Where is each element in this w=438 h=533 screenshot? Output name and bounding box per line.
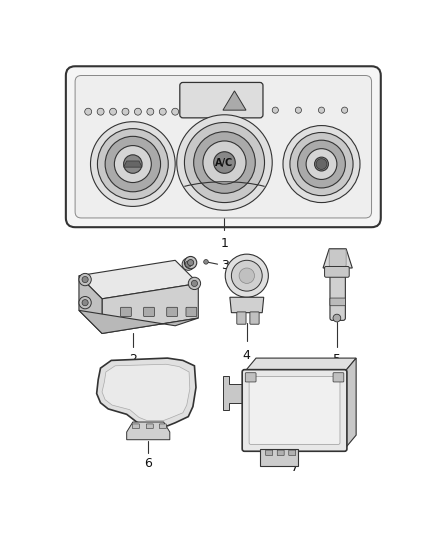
FancyBboxPatch shape bbox=[75, 76, 371, 218]
Polygon shape bbox=[127, 422, 170, 440]
FancyBboxPatch shape bbox=[266, 450, 272, 456]
Polygon shape bbox=[79, 260, 198, 299]
Circle shape bbox=[188, 277, 201, 289]
FancyBboxPatch shape bbox=[146, 424, 153, 429]
Circle shape bbox=[110, 108, 117, 115]
Circle shape bbox=[314, 157, 328, 171]
Polygon shape bbox=[244, 358, 356, 372]
Text: 1: 1 bbox=[221, 237, 228, 250]
Circle shape bbox=[184, 123, 265, 203]
Circle shape bbox=[177, 115, 272, 210]
Circle shape bbox=[124, 155, 142, 173]
Circle shape bbox=[182, 258, 194, 270]
Polygon shape bbox=[102, 284, 198, 334]
Polygon shape bbox=[223, 91, 246, 110]
FancyBboxPatch shape bbox=[289, 450, 296, 456]
Text: 3: 3 bbox=[221, 259, 229, 272]
Circle shape bbox=[283, 126, 360, 203]
Text: 7: 7 bbox=[290, 461, 299, 473]
Polygon shape bbox=[79, 276, 102, 334]
Circle shape bbox=[318, 107, 325, 113]
Polygon shape bbox=[260, 449, 298, 466]
FancyBboxPatch shape bbox=[249, 377, 340, 445]
Circle shape bbox=[214, 152, 235, 173]
Circle shape bbox=[306, 149, 337, 180]
FancyBboxPatch shape bbox=[167, 308, 177, 317]
Polygon shape bbox=[79, 310, 198, 334]
Polygon shape bbox=[230, 297, 264, 313]
Circle shape bbox=[290, 133, 353, 196]
FancyBboxPatch shape bbox=[132, 424, 139, 429]
FancyBboxPatch shape bbox=[159, 424, 166, 429]
Circle shape bbox=[97, 128, 168, 199]
Circle shape bbox=[91, 122, 175, 206]
Circle shape bbox=[97, 108, 104, 115]
Polygon shape bbox=[124, 161, 142, 167]
Circle shape bbox=[79, 296, 91, 309]
Circle shape bbox=[134, 108, 141, 115]
Circle shape bbox=[295, 107, 301, 113]
Text: 6: 6 bbox=[144, 457, 152, 470]
FancyBboxPatch shape bbox=[330, 273, 346, 320]
Circle shape bbox=[187, 260, 194, 265]
Circle shape bbox=[204, 260, 208, 264]
Text: 5: 5 bbox=[333, 353, 341, 366]
FancyBboxPatch shape bbox=[120, 308, 131, 317]
Circle shape bbox=[82, 300, 88, 306]
Circle shape bbox=[316, 159, 327, 169]
FancyBboxPatch shape bbox=[242, 370, 347, 451]
Circle shape bbox=[147, 108, 154, 115]
FancyBboxPatch shape bbox=[66, 66, 381, 227]
Text: 4: 4 bbox=[243, 349, 251, 362]
Polygon shape bbox=[223, 376, 244, 410]
FancyBboxPatch shape bbox=[277, 450, 284, 456]
Circle shape bbox=[184, 256, 197, 269]
Polygon shape bbox=[345, 358, 356, 449]
Circle shape bbox=[225, 254, 268, 297]
Circle shape bbox=[272, 107, 279, 113]
Circle shape bbox=[122, 108, 129, 115]
FancyBboxPatch shape bbox=[330, 298, 346, 306]
FancyBboxPatch shape bbox=[325, 266, 349, 277]
FancyBboxPatch shape bbox=[144, 308, 155, 317]
Polygon shape bbox=[323, 249, 352, 268]
FancyBboxPatch shape bbox=[329, 249, 346, 266]
Circle shape bbox=[159, 108, 166, 115]
Circle shape bbox=[114, 146, 151, 182]
FancyBboxPatch shape bbox=[180, 83, 263, 118]
Circle shape bbox=[203, 141, 246, 184]
Circle shape bbox=[191, 280, 198, 287]
Circle shape bbox=[298, 140, 346, 188]
Circle shape bbox=[194, 132, 255, 193]
Polygon shape bbox=[97, 358, 196, 426]
FancyBboxPatch shape bbox=[250, 312, 259, 324]
Circle shape bbox=[105, 136, 161, 192]
Circle shape bbox=[82, 277, 88, 282]
Circle shape bbox=[79, 273, 91, 286]
Circle shape bbox=[85, 108, 92, 115]
Polygon shape bbox=[102, 364, 190, 421]
FancyBboxPatch shape bbox=[237, 312, 246, 324]
Circle shape bbox=[333, 314, 341, 322]
FancyBboxPatch shape bbox=[333, 373, 344, 382]
Circle shape bbox=[185, 261, 191, 267]
FancyBboxPatch shape bbox=[245, 373, 256, 382]
Circle shape bbox=[172, 108, 179, 115]
Circle shape bbox=[231, 260, 262, 291]
FancyBboxPatch shape bbox=[186, 308, 197, 317]
Text: A/C: A/C bbox=[215, 158, 233, 167]
Text: 2: 2 bbox=[129, 353, 137, 366]
Circle shape bbox=[239, 268, 254, 284]
Circle shape bbox=[342, 107, 348, 113]
